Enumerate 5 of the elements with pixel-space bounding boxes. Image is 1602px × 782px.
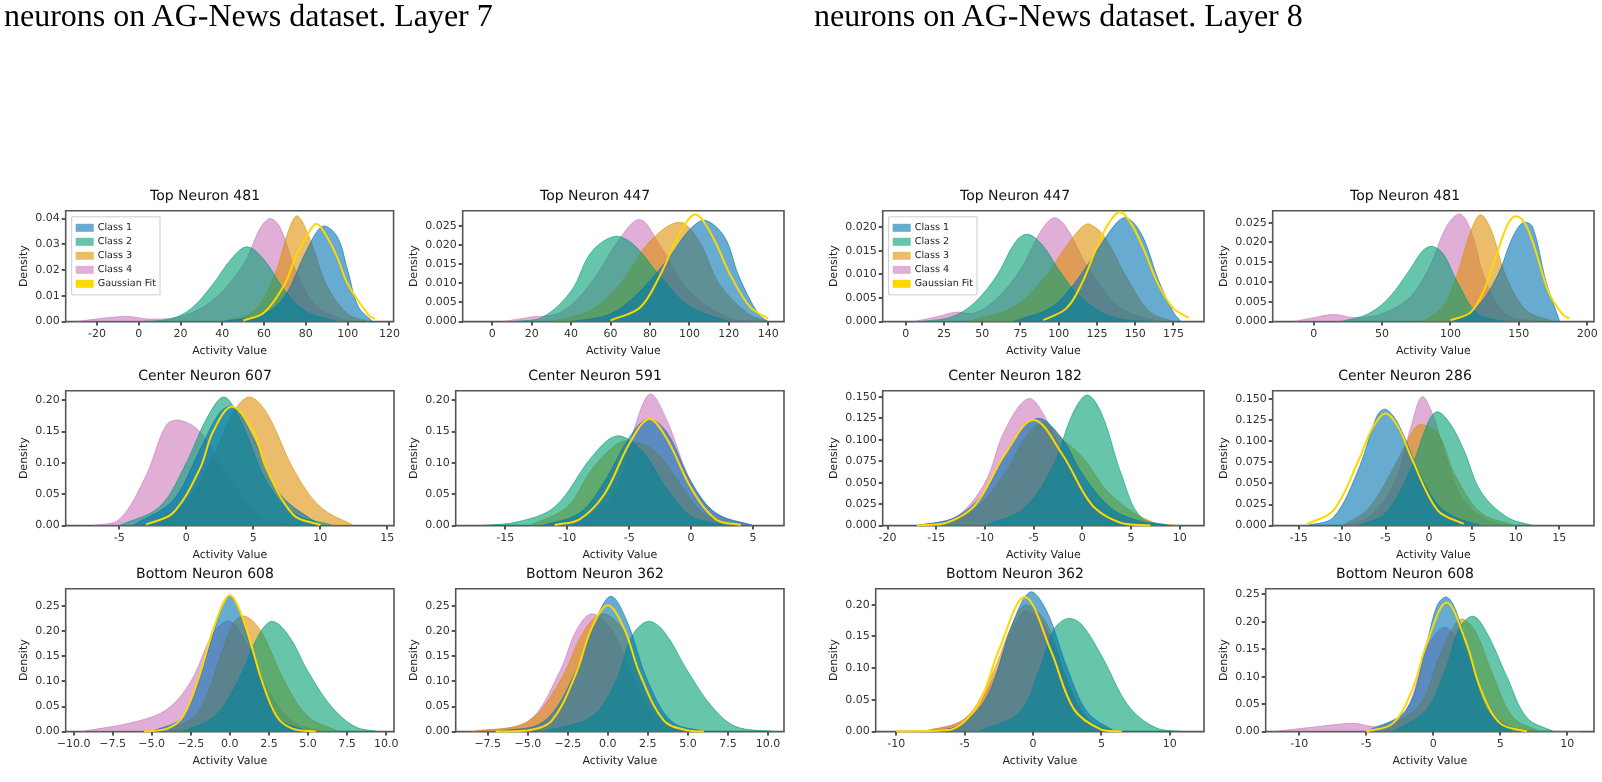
line-series (609, 213, 770, 322)
line-series (1042, 210, 1190, 322)
line-series (242, 222, 376, 322)
text: neurons on AG-News dataset. Layer 8 (814, 0, 1303, 36)
text: neurons on AG-News dataset. Layer 7 (4, 0, 493, 36)
